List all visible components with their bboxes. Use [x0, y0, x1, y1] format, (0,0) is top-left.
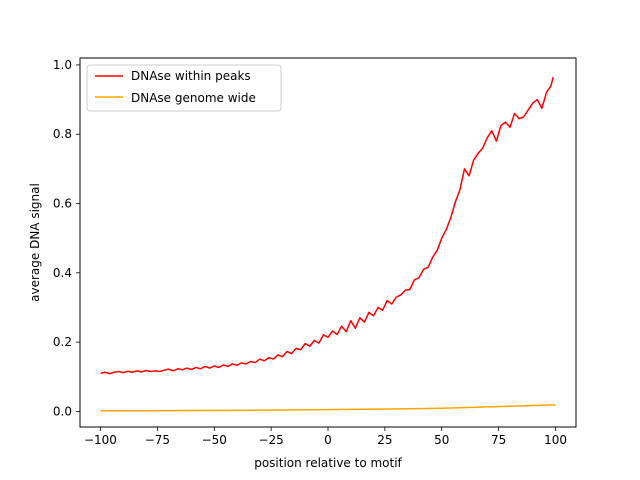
y-tick-label: 0.0: [53, 404, 72, 418]
x-axis-label: position relative to motif: [254, 456, 402, 470]
legend-label-genome-wide: DNAse genome wide: [131, 91, 256, 105]
x-tick-label: −25: [258, 433, 283, 447]
y-tick-label: 0.8: [53, 127, 72, 141]
legend: DNAse within peaks DNAse genome wide: [86, 64, 282, 112]
legend-label-peaks: DNAse within peaks: [131, 69, 251, 83]
x-tick-label: −50: [202, 433, 227, 447]
y-axis: 0.0 0.2 0.4 0.6 0.8 1.0: [53, 58, 80, 418]
series-line-0: [100, 76, 554, 375]
x-tick-label: 0: [324, 433, 332, 447]
legend-box: [86, 64, 282, 112]
plot-lines: [100, 76, 556, 412]
x-tick-label: −100: [84, 433, 117, 447]
y-tick-label: 1.0: [53, 58, 72, 72]
x-tick-label: 50: [434, 433, 449, 447]
x-tick-label: −75: [145, 433, 170, 447]
series-line-1: [100, 404, 556, 412]
y-tick-label: 0.6: [53, 197, 72, 211]
x-tick-label: 100: [544, 433, 567, 447]
y-tick-label: 0.2: [53, 335, 72, 349]
x-tick-label: 25: [377, 433, 392, 447]
y-tick-label: 0.4: [53, 266, 72, 280]
x-tick-label: 75: [491, 433, 506, 447]
y-axis-label: average DNA signal: [28, 183, 42, 302]
x-axis: −100 −75 −50 −25 0 25 50 75 100: [84, 427, 567, 447]
